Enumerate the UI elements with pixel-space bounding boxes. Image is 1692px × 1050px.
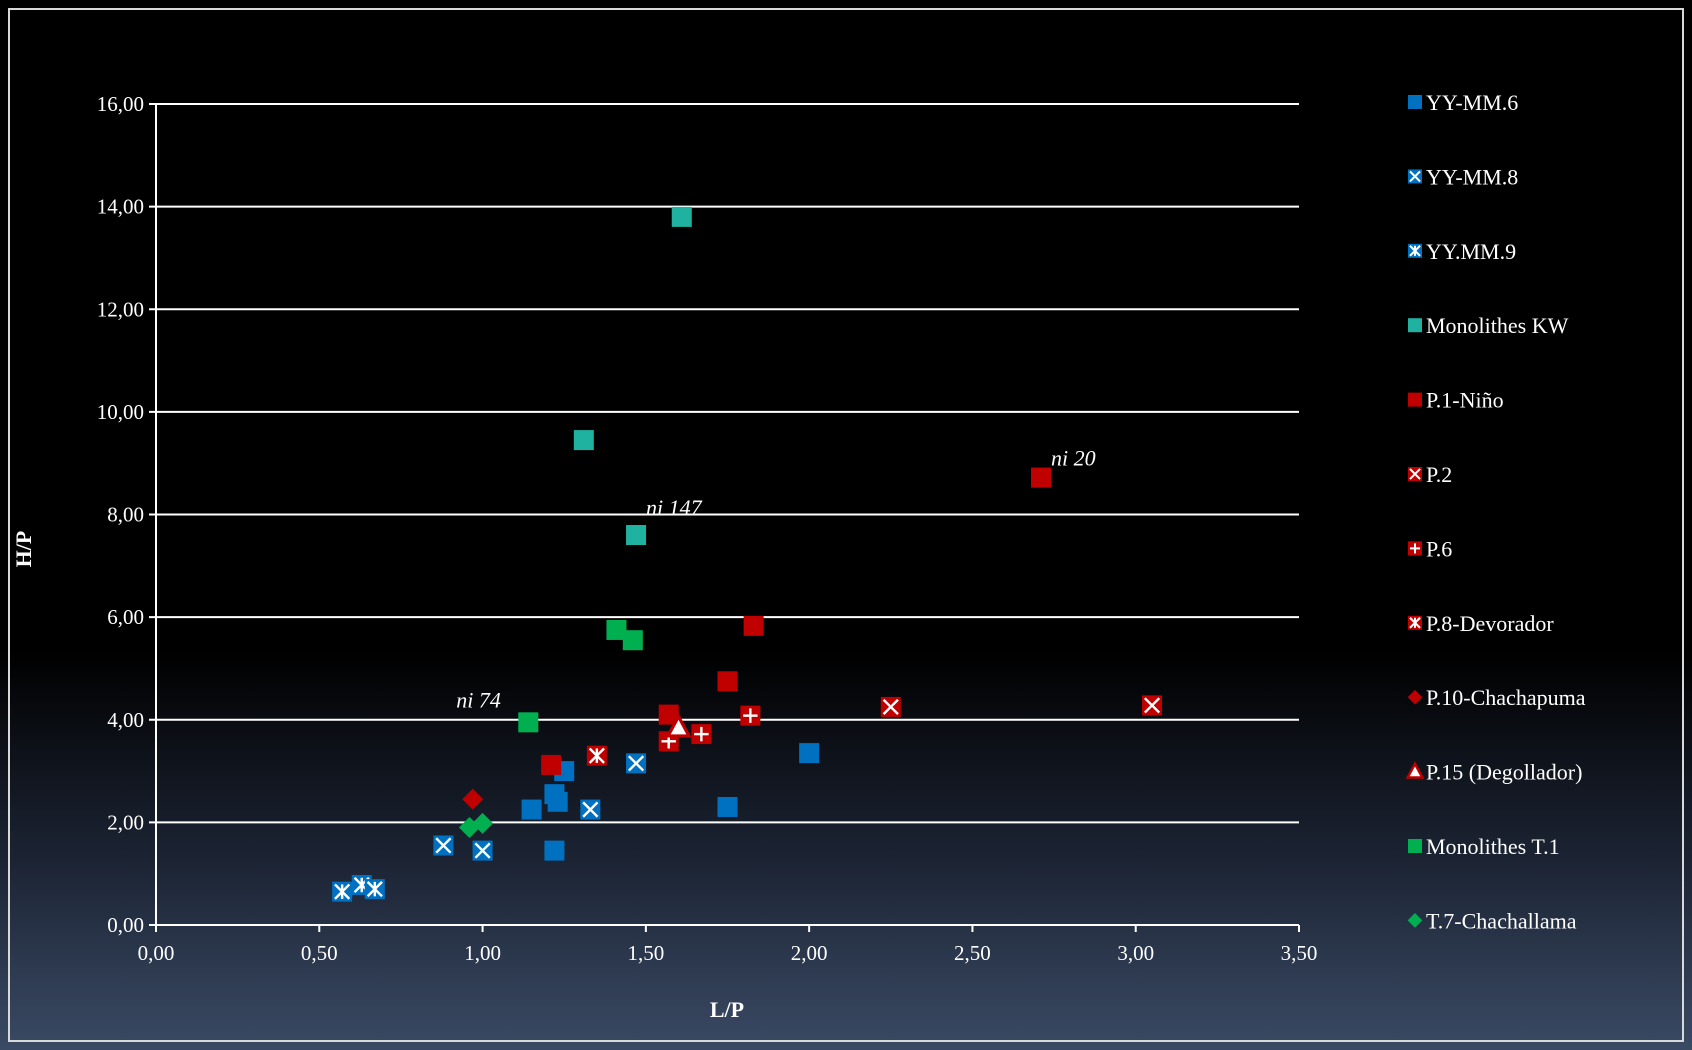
data-point: [518, 712, 539, 733]
data-point: [658, 704, 679, 725]
legend-label: P.2: [1426, 462, 1452, 487]
data-point: [580, 799, 601, 820]
x-tick-label: 0,00: [138, 941, 175, 965]
legend-marker: [1408, 839, 1422, 853]
legend-marker: [1408, 243, 1422, 258]
data-point: [799, 743, 820, 764]
data-point: [717, 671, 738, 692]
x-tick-label: 1,00: [464, 941, 501, 965]
data-point: [541, 754, 562, 775]
data-point: [472, 812, 494, 834]
data-point: [665, 713, 692, 738]
data-point: [332, 881, 353, 902]
data-point: [544, 840, 565, 861]
legend-item: Monolithes KW: [1408, 313, 1569, 338]
point-annotation: ni 20: [1051, 446, 1096, 471]
legend-item: P.8-Devorador: [1408, 611, 1554, 636]
data-point: [472, 840, 493, 861]
data-point: [740, 705, 761, 726]
x-tick-label: 2,00: [791, 941, 828, 965]
x-tick-label: 3,00: [1117, 941, 1154, 965]
legend-label: YY-MM.6: [1426, 90, 1518, 115]
legend-item: YY-MM.6: [1408, 90, 1518, 115]
legend-label: Monolithes KW: [1426, 313, 1569, 338]
legend-label: Monolithes T.1: [1426, 834, 1560, 859]
y-tick-label: 16,00: [97, 92, 144, 116]
legend-marker: [1407, 913, 1423, 928]
legend-label: P.10-Chachapuma: [1426, 685, 1586, 710]
legend-label: T.7-Chachallama: [1426, 908, 1577, 933]
y-tick-label: 8,00: [107, 503, 144, 527]
legend-item: P.1-Niño: [1408, 388, 1504, 413]
data-point: [433, 835, 454, 856]
chart-frame: [8, 8, 1684, 1042]
y-tick-label: 4,00: [107, 708, 144, 732]
y-tick-label: 6,00: [107, 605, 144, 629]
legend-label: YY-MM.8: [1426, 164, 1518, 189]
data-point: [1031, 467, 1052, 488]
point-annotation: ni 147: [646, 495, 703, 520]
x-tick-label: 1,50: [627, 941, 664, 965]
x-tick-label: 0,50: [301, 941, 338, 965]
data-point: [691, 724, 712, 745]
data-point: [586, 745, 607, 766]
tick-labels: 0,00 2,00 4,00 6,00 8,00 10,00 12,00 14,00 16,00…: [97, 92, 1318, 965]
legend-label: P.15 (Degollador): [1426, 760, 1582, 785]
legend-marker: [1408, 318, 1422, 333]
x-axis-title: L/P: [710, 997, 744, 1022]
legend-item: P.6: [1408, 536, 1452, 561]
x-tick-label: 3,50: [1281, 941, 1318, 965]
y-axis-title: H/P: [11, 531, 36, 568]
data-point: [606, 619, 627, 640]
grid-lines: [156, 103, 1299, 824]
legend-item: T.7-Chachallama: [1407, 908, 1577, 933]
legend-label: P.8-Devorador: [1426, 611, 1554, 636]
annotations: ni 20 ni 147 ni 74: [456, 446, 1095, 713]
point-annotation: ni 74: [456, 687, 501, 712]
legend-marker: [1408, 615, 1422, 630]
data-point: [880, 696, 901, 717]
x-tick-label: 2,50: [954, 941, 991, 965]
legend-marker: [1408, 541, 1422, 556]
y-tick-label: 12,00: [97, 297, 144, 321]
legend-marker: [1408, 95, 1422, 109]
data-point: [671, 206, 692, 227]
legend-label: YY.MM.9: [1426, 239, 1516, 264]
legend-marker: [1407, 689, 1423, 705]
data-point: [573, 430, 594, 451]
legend-item: P.15 (Degollador): [1405, 760, 1582, 785]
data-point: [547, 791, 568, 812]
data-point: [743, 615, 764, 636]
legend-marker: [1408, 169, 1422, 184]
data-point: [462, 788, 484, 810]
data-point: [626, 525, 647, 546]
legend-item: Monolithes T.1: [1408, 834, 1560, 859]
axes: [149, 103, 1300, 932]
legend-item: YY-MM.8: [1408, 164, 1518, 189]
data-point: [364, 879, 385, 900]
legend-marker: [1408, 392, 1422, 407]
data-point: [521, 799, 542, 820]
legend: YY-MM.6 YY-MM.8 YY.MM.9 Monolithes KW P.1-Ni…: [1405, 90, 1586, 933]
y-tick-label: 14,00: [97, 195, 144, 219]
legend-marker: [1405, 761, 1425, 779]
data-point: [1142, 695, 1163, 716]
legend-marker: [1408, 467, 1422, 481]
data-points: [332, 206, 1163, 902]
y-tick-label: 2,00: [107, 810, 144, 834]
legend-item: YY.MM.9: [1408, 239, 1516, 264]
y-tick-label: 0,00: [107, 913, 144, 937]
data-point: [717, 796, 738, 817]
y-tick-label: 10,00: [97, 400, 144, 424]
legend-label: P.1-Niño: [1426, 388, 1504, 413]
legend-item: P.10-Chachapuma: [1407, 685, 1586, 710]
data-point: [626, 753, 647, 774]
legend-item: P.2: [1408, 462, 1452, 487]
legend-label: P.6: [1426, 536, 1452, 561]
data-point: [622, 630, 643, 651]
